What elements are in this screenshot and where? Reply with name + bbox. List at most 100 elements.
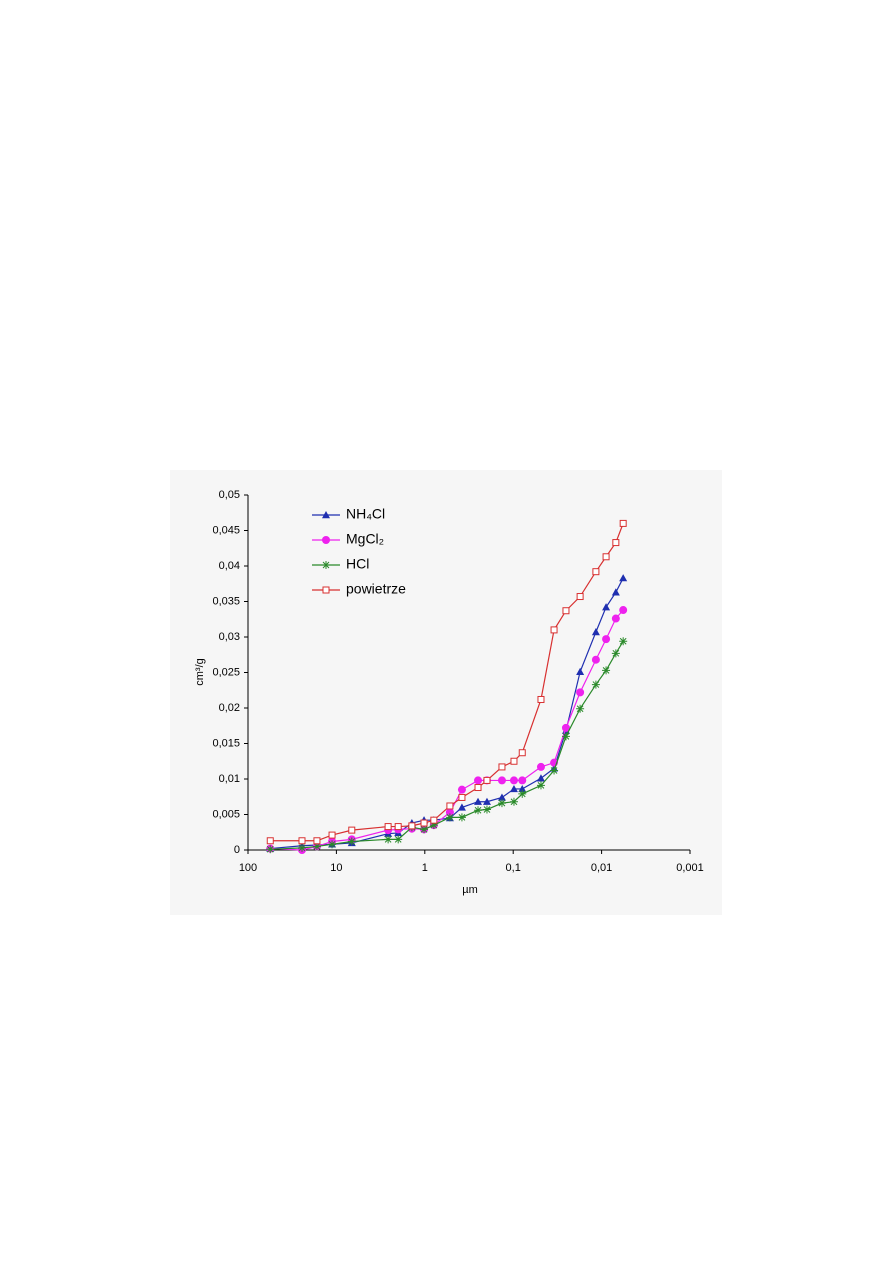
y-tick-label: 0,015 [212,737,240,749]
y-tick-label: 0,04 [219,560,240,572]
x-tick-label: 0,1 [506,862,521,874]
data-point [445,808,454,817]
data-point [446,802,454,810]
data-point [457,785,466,794]
data-point [602,553,610,561]
data-point [591,628,600,636]
data-point [592,568,600,576]
data-point [576,593,584,601]
data-point [445,813,454,822]
data-point [457,803,466,811]
data-point [497,776,506,785]
data-point [429,821,438,830]
data-point [510,757,518,765]
data-point [474,776,483,785]
data-point [602,635,611,644]
data-point [497,793,506,801]
data-point [602,603,611,611]
y-tick-label: 0,02 [219,702,240,714]
y-tick-label: 0 [234,844,240,856]
data-point [612,539,620,547]
data-point [297,843,306,852]
data-point [550,626,558,634]
data-point [550,766,559,775]
x-tick-label: 10 [330,862,342,874]
legend-marker [322,561,330,569]
data-point [619,637,628,646]
data-point [458,793,466,801]
x-tick-label: 0,01 [591,862,612,874]
data-point [576,704,585,713]
data-point [457,813,466,822]
data-point [509,797,518,806]
data-point [576,688,585,697]
data-point [482,797,491,805]
data-point [430,816,438,824]
data-point [266,837,274,845]
data-point [384,823,392,831]
data-point [561,732,570,741]
data-point [536,762,545,771]
data-point [474,784,482,792]
data-point [420,819,428,827]
data-point [384,835,393,844]
data-point [619,519,627,527]
data-point [518,749,526,757]
data-point [562,607,570,615]
data-point [611,588,620,596]
x-tick-label: 1 [422,862,428,874]
y-tick-label: 0,005 [212,808,240,820]
data-point [348,826,356,834]
data-point [611,649,620,658]
legend-marker [322,586,330,594]
data-point [266,845,275,854]
data-point [298,837,306,845]
data-point [561,723,570,732]
data-point [536,781,545,790]
x-axis-label: µm [462,884,478,896]
x-tick-label: 0,001 [676,862,704,874]
legend-marker [322,536,330,544]
data-point [537,695,545,703]
data-point [394,835,403,844]
y-axis-label: cm³/g [194,658,206,686]
data-point [591,680,600,689]
data-point [518,776,527,785]
data-point [328,831,336,839]
data-point [576,667,585,675]
data-point [518,789,527,798]
data-point [591,655,600,664]
y-tick-label: 0,045 [212,524,240,536]
data-point [420,825,429,834]
y-tick-label: 0,05 [219,489,240,501]
data-point [509,776,518,785]
legend-label: MgCl₂ [346,531,384,547]
data-point [474,797,483,805]
data-point [483,776,491,784]
data-point [518,784,527,793]
y-tick-label: 0,025 [212,666,240,678]
data-point [497,799,506,808]
data-point [619,606,628,615]
data-point [347,837,356,846]
data-point [619,574,628,582]
data-point [536,774,545,782]
data-point [509,784,518,793]
chart-background [170,470,722,915]
data-point [313,837,321,845]
y-tick-label: 0,035 [212,595,240,607]
data-point [312,842,321,851]
y-tick-label: 0,03 [219,631,240,643]
x-tick-label: 100 [239,862,257,874]
data-point [474,806,483,815]
data-point [602,666,611,675]
data-point [498,763,506,771]
data-point [328,840,337,849]
legend-label: powietrze [346,581,406,597]
data-point [408,822,416,830]
data-point [482,805,491,814]
legend-label: NH₄Cl [346,506,385,522]
data-point [611,614,620,623]
